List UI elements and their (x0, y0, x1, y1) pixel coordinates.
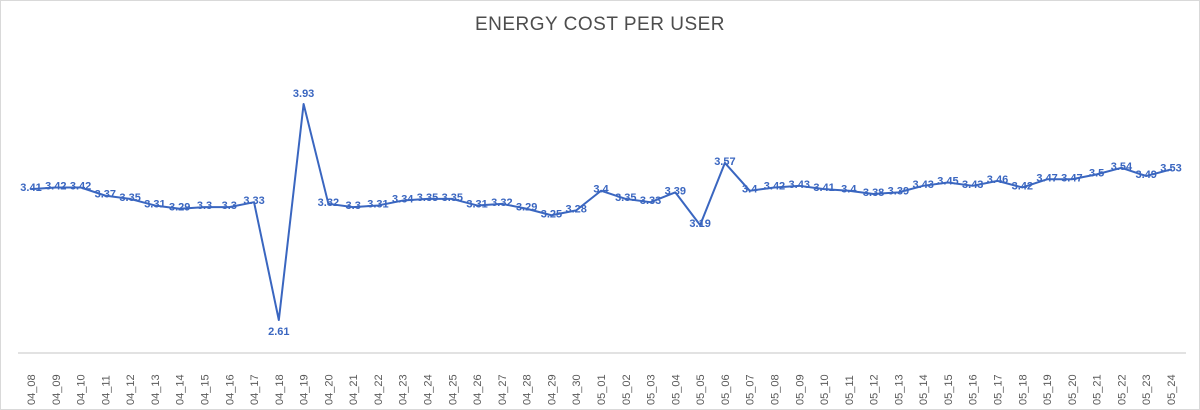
x-axis-tick-label: 04_25 (447, 374, 459, 405)
data-point-label: 3.4 (742, 184, 758, 196)
data-point-label: 3.47 (1061, 172, 1082, 184)
x-axis-tick-label: 05_04 (670, 374, 682, 405)
data-point-label: 3.31 (466, 198, 487, 210)
x-axis-tick-label: 04_12 (125, 374, 137, 405)
data-point-label: 3.33 (640, 195, 661, 207)
data-point-label: 3.3 (197, 200, 212, 212)
data-point-label: 3.39 (888, 185, 909, 197)
data-point-label: 3.43 (962, 179, 983, 191)
x-axis-tick-label: 05_13 (893, 374, 905, 405)
x-axis-tick-label: 04_21 (348, 374, 360, 405)
data-point-label: 3.93 (293, 88, 314, 100)
data-point-label: 3.46 (987, 174, 1008, 186)
x-axis-tick-label: 04_22 (373, 374, 385, 405)
x-axis-tick-label: 05_19 (1042, 374, 1054, 405)
x-axis-tick-label: 05_22 (1116, 374, 1128, 405)
data-point-label: 3.47 (1036, 172, 1057, 184)
data-point-label: 3.38 (863, 187, 884, 199)
x-axis-tick-label: 05_14 (918, 374, 930, 405)
x-axis-tick-label: 04_16 (224, 374, 236, 405)
x-axis-tick-label: 04_09 (51, 374, 63, 405)
x-axis-tick-label: 05_08 (769, 374, 781, 405)
x-axis-tick-label: 05_09 (794, 374, 806, 405)
data-point-label: 3.57 (714, 156, 735, 168)
x-axis-tick-label: 05_05 (695, 374, 707, 405)
data-point-label: 3.32 (491, 197, 512, 209)
x-axis-tick-label: 04_19 (299, 374, 311, 405)
data-point-label: 3.39 (665, 185, 686, 197)
data-point-label: 3.31 (144, 198, 165, 210)
x-axis-tick-label: 05_12 (869, 374, 881, 405)
series-line (30, 103, 1172, 321)
x-axis-tick-label: 05_23 (1141, 374, 1153, 405)
x-axis-tick-label: 04_08 (26, 374, 38, 405)
data-point-label: 3.3 (346, 200, 361, 212)
data-point-label: 3.45 (937, 176, 958, 188)
data-point-label: 3.29 (169, 202, 190, 214)
data-point-label: 3.41 (20, 182, 41, 194)
data-point-label: 2.61 (268, 326, 289, 338)
data-point-label: 3.19 (689, 218, 710, 230)
x-axis-tick-label: 04_14 (175, 374, 187, 405)
x-axis-tick-label: 04_30 (571, 374, 583, 405)
x-axis-tick-label: 05_02 (621, 374, 633, 405)
x-axis-tick-label: 04_17 (249, 374, 261, 405)
data-point-label: 3.42 (70, 180, 91, 192)
data-point-label: 3.5 (1089, 167, 1104, 179)
data-point-label: 3.3 (222, 200, 237, 212)
x-axis-tick-label: 05_24 (1166, 374, 1178, 405)
data-point-label: 3.49 (1136, 169, 1157, 181)
data-point-label: 3.31 (367, 198, 388, 210)
data-point-label: 3.35 (442, 192, 463, 204)
data-point-label: 3.4 (841, 184, 857, 196)
x-axis-tick-label: 04_29 (546, 374, 558, 405)
data-point-label: 3.42 (45, 180, 66, 192)
x-axis-tick-label: 04_27 (497, 374, 509, 405)
x-axis-tick-label: 05_11 (844, 375, 856, 405)
data-point-label: 3.43 (912, 179, 933, 191)
data-point-label: 3.29 (516, 202, 537, 214)
x-axis-tick-label: 05_07 (745, 374, 757, 405)
data-point-label: 3.37 (95, 189, 116, 201)
x-axis-tick-label: 05_01 (596, 374, 608, 405)
x-axis-tick-label: 04_26 (472, 374, 484, 405)
x-axis-tick-label: 05_16 (968, 374, 980, 405)
x-axis-tick-label: 05_03 (646, 374, 658, 405)
data-point-label: 3.43 (789, 179, 810, 191)
x-axis-tick-label: 05_18 (1017, 374, 1029, 405)
data-point-label: 3.28 (566, 203, 587, 215)
data-point-label: 3.32 (318, 197, 339, 209)
data-point-label: 3.53 (1160, 162, 1181, 174)
data-point-label: 3.35 (615, 192, 636, 204)
data-point-label: 3.34 (392, 194, 414, 206)
x-axis-tick-label: 05_21 (1092, 374, 1104, 405)
x-axis-tick-label: 04_15 (199, 374, 211, 405)
x-axis-tick-label: 04_13 (150, 374, 162, 405)
x-axis-tick-label: 05_15 (943, 374, 955, 405)
x-axis-tick-label: 05_10 (819, 374, 831, 405)
data-point-label: 3.42 (1012, 180, 1033, 192)
data-point-label: 3.25 (541, 208, 562, 220)
x-axis-tick-label: 05_06 (720, 374, 732, 405)
x-axis-tick-label: 05_17 (993, 374, 1005, 405)
data-point-label: 3.42 (764, 180, 785, 192)
data-point-label: 3.41 (813, 182, 834, 194)
x-axis-tick-label: 04_18 (274, 374, 286, 405)
x-axis-tick-label: 04_10 (76, 374, 88, 405)
x-axis-tick-label: 04_23 (398, 374, 410, 405)
data-point-label: 3.33 (243, 195, 264, 207)
x-axis-tick-label: 04_20 (323, 374, 335, 405)
x-axis-tick-label: 05_20 (1067, 374, 1079, 405)
data-point-label: 3.35 (417, 192, 438, 204)
data-point-label: 3.35 (119, 192, 140, 204)
data-point-label: 3.4 (593, 184, 609, 196)
data-point-label: 3.54 (1111, 161, 1133, 173)
x-axis-tick-label: 04_28 (522, 374, 534, 405)
x-axis-tick-label: 04_11 (100, 375, 112, 405)
x-axis-tick-label: 04_24 (423, 374, 435, 405)
